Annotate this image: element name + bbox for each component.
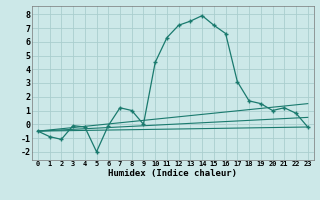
X-axis label: Humidex (Indice chaleur): Humidex (Indice chaleur) — [108, 169, 237, 178]
